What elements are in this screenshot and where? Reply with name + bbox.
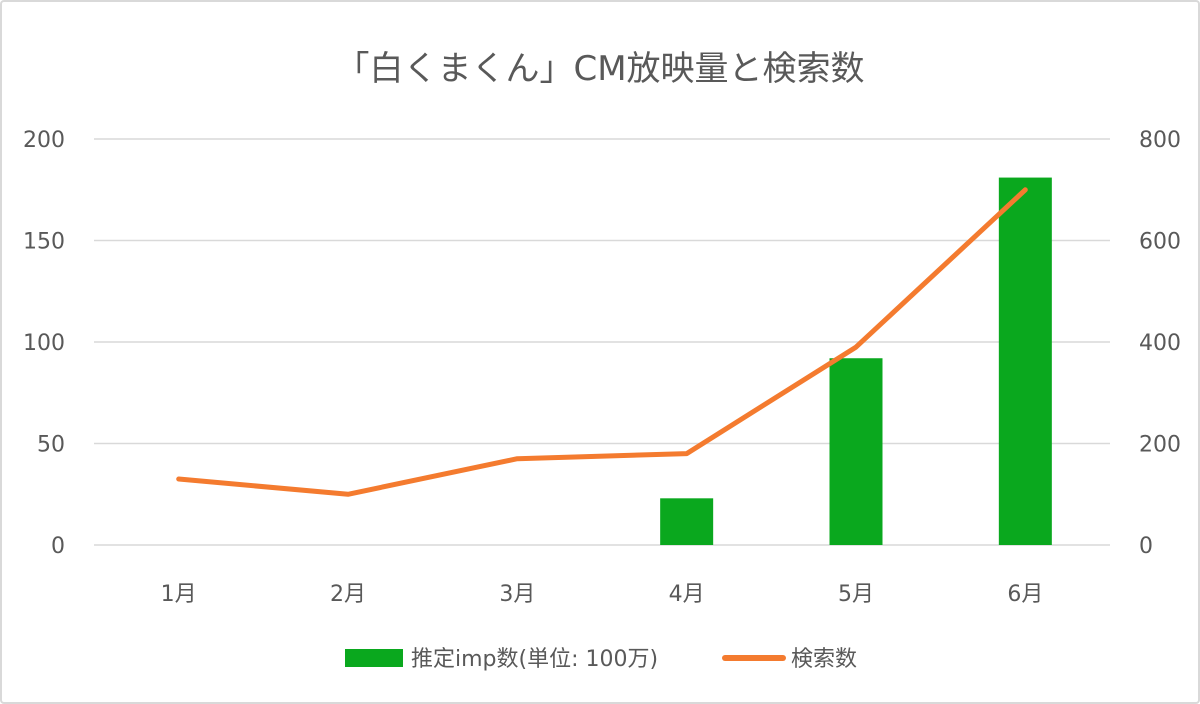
bar-series (660, 177, 1052, 545)
bar (660, 498, 714, 545)
line-series (176, 187, 1028, 497)
category-label: 6月 (1007, 582, 1043, 607)
bar (829, 358, 883, 545)
left-tick-label: 100 (23, 331, 65, 356)
left-tick-label: 200 (23, 128, 65, 153)
right-tick-label: 600 (1139, 230, 1181, 255)
right-axis: 0 200 400 600 800 (1139, 128, 1181, 559)
category-label: 4月 (669, 582, 705, 607)
legend-bar-label: 推定imp数(単位: 100万) (411, 647, 658, 672)
category-label: 2月 (330, 582, 366, 607)
category-axis: 1月 2月 3月 4月 5月 6月 (161, 582, 1044, 607)
category-label: 3月 (499, 582, 535, 607)
left-tick-label: 150 (23, 230, 65, 255)
left-axis: 0 50 100 150 200 (23, 128, 65, 559)
right-tick-label: 800 (1139, 128, 1181, 153)
line-path (176, 187, 1028, 497)
category-label: 1月 (161, 582, 197, 607)
right-tick-label: 200 (1139, 433, 1181, 458)
left-tick-label: 50 (37, 433, 65, 458)
bar (998, 177, 1052, 545)
category-label: 5月 (838, 582, 874, 607)
right-tick-label: 0 (1139, 534, 1153, 559)
right-tick-label: 400 (1139, 331, 1181, 356)
left-tick-label: 0 (51, 534, 65, 559)
legend: 推定imp数(単位: 100万) 検索数 (345, 647, 857, 672)
legend-bar-swatch (345, 649, 403, 667)
gridlines (94, 138, 1110, 546)
legend-line-label: 検索数 (791, 647, 857, 672)
chart-title: 「白くまくん」CM放映量と検索数 (335, 49, 864, 89)
